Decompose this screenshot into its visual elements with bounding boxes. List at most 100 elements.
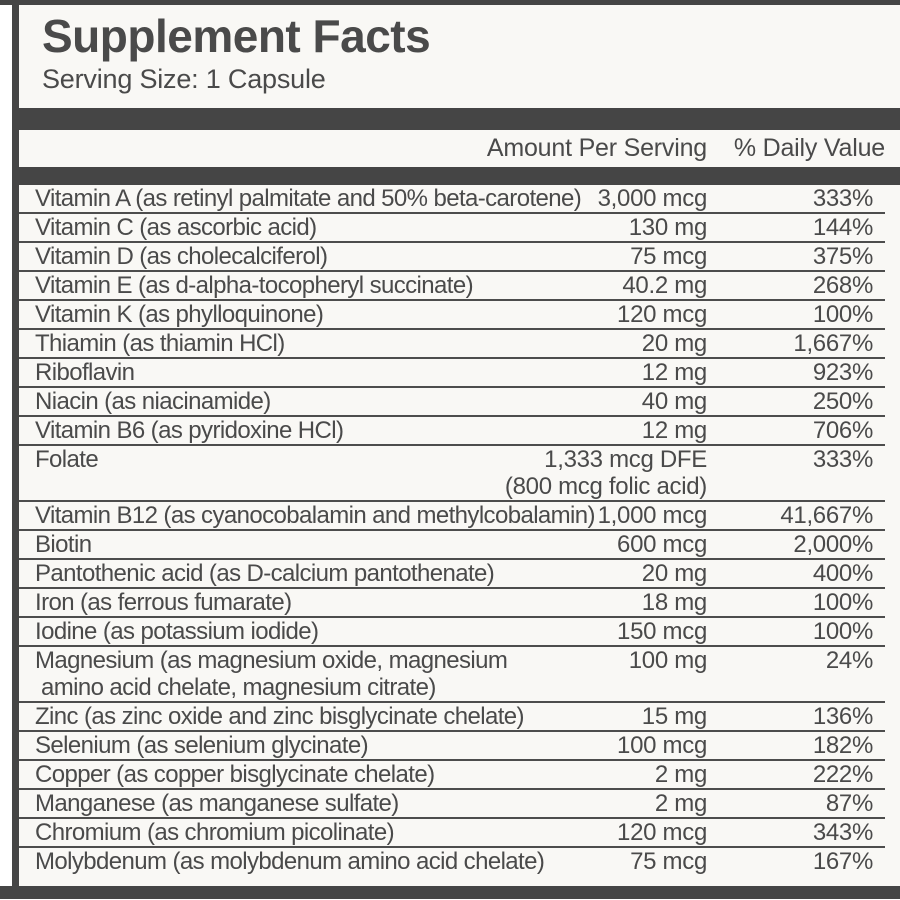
nutrient-amount: 20 mg: [641, 560, 708, 587]
nutrient-name: Vitamin B12 (as cyanocobalamin and methy…: [35, 502, 596, 529]
nutrient-daily-value: 333%: [812, 446, 873, 473]
table-row-line: Vitamin A (as retinyl palmitate and 50% …: [19, 185, 885, 212]
nutrient-name-line2: amino acid chelate, magnesium citrate): [41, 674, 436, 701]
nutrient-amount: 120 mcg: [617, 819, 707, 846]
nutrient-name: Pantothenic acid (as D-calcium pantothen…: [35, 560, 495, 587]
nutrient-daily-value: 222%: [812, 761, 873, 788]
nutrient-daily-value: 400%: [812, 560, 873, 587]
table-row: Iron (as ferrous fumarate) 18 mg 100%: [19, 589, 885, 618]
table-row-line: Pantothenic acid (as D-calcium pantothen…: [19, 560, 885, 587]
table-row: Chromium (as chromium picolinate) 120 mc…: [19, 819, 885, 848]
nutrient-amount: 1,333 mcg DFE: [544, 446, 707, 473]
table-row: Vitamin D (as cholecalciferol) 75 mcg 37…: [19, 243, 885, 272]
table-row: Riboflavin 12 mg 923%: [19, 359, 885, 388]
table-row-line: Zinc (as zinc oxide and zinc bisglycinat…: [19, 703, 885, 730]
medium-divider-band: [12, 167, 900, 185]
table-row: Vitamin A (as retinyl palmitate and 50% …: [19, 185, 885, 214]
table-row-line: Thiamin (as thiamin HCl) 20 mg 1,667%: [19, 330, 885, 357]
nutrient-daily-value: 250%: [812, 388, 873, 415]
table-row-line: Copper (as copper bisglycinate chelate) …: [19, 761, 885, 788]
nutrient-daily-value: 343%: [812, 819, 873, 846]
left-border-bar: [12, 0, 19, 899]
nutrient-amount: 2 mg: [654, 790, 707, 817]
nutrient-amount: 15 mg: [641, 703, 708, 730]
nutrient-amount: 2 mg: [654, 761, 707, 788]
nutrient-daily-value: 136%: [812, 703, 873, 730]
nutrient-name: Vitamin B6 (as pyridoxine HCl): [35, 417, 344, 444]
column-header-amount: Amount Per Serving: [486, 134, 707, 162]
nutrient-table: Vitamin A (as retinyl palmitate and 50% …: [19, 185, 885, 875]
nutrient-daily-value: 706%: [812, 417, 873, 444]
table-row-line: Chromium (as chromium picolinate) 120 mc…: [19, 819, 885, 846]
table-row-line: Vitamin E (as d-alpha-tocopheryl succina…: [19, 272, 885, 299]
nutrient-name: Copper (as copper bisglycinate chelate): [35, 761, 435, 788]
table-row: Selenium (as selenium glycinate) 100 mcg…: [19, 732, 885, 761]
nutrient-daily-value: 41,667%: [780, 502, 873, 529]
table-row: Thiamin (as thiamin HCl) 20 mg 1,667%: [19, 330, 885, 359]
nutrient-amount: 18 mg: [641, 589, 708, 616]
nutrient-amount: 40 mg: [641, 388, 708, 415]
column-header-row: Amount Per Serving % Daily Value: [19, 130, 885, 167]
table-row: Vitamin B6 (as pyridoxine HCl) 12 mg 706…: [19, 417, 885, 446]
table-row: Vitamin C (as ascorbic acid) 130 mg 144%: [19, 214, 885, 243]
nutrient-amount: 40.2 mg: [622, 272, 707, 299]
nutrient-daily-value: 333%: [812, 185, 873, 212]
nutrient-daily-value: 1,667%: [793, 330, 873, 357]
table-row: Vitamin B12 (as cyanocobalamin and methy…: [19, 502, 885, 531]
bottom-border-bar: [0, 886, 900, 899]
nutrient-amount: 600 mcg: [617, 531, 707, 558]
nutrient-name: Vitamin A (as retinyl palmitate and 50% …: [35, 185, 582, 212]
nutrient-daily-value: 144%: [812, 214, 873, 241]
nutrient-daily-value: 923%: [812, 359, 873, 386]
table-row-line: Vitamin C (as ascorbic acid) 130 mg 144%: [19, 214, 885, 241]
nutrient-name: Riboflavin: [35, 359, 135, 386]
table-row-line: Vitamin B12 (as cyanocobalamin and methy…: [19, 502, 885, 529]
table-row-line: Biotin 600 mcg 2,000%: [19, 531, 885, 558]
nutrient-amount-line2: (800 mcg folic acid): [504, 473, 707, 500]
nutrient-amount: 75 mcg: [630, 848, 707, 875]
nutrient-daily-value: 2,000%: [793, 531, 873, 558]
thick-divider-band: [12, 108, 900, 130]
nutrient-name: Biotin: [35, 531, 92, 558]
nutrient-daily-value: 87%: [825, 790, 873, 817]
nutrient-amount: 12 mg: [641, 417, 708, 444]
nutrient-name: Niacin (as niacinamide): [35, 388, 271, 415]
nutrient-name: Molybdenum (as molybdenum amino acid che…: [35, 848, 545, 875]
table-row: Molybdenum (as molybdenum amino acid che…: [19, 848, 885, 875]
nutrient-name: Magnesium (as magnesium oxide, magnesium…: [19, 647, 629, 701]
nutrient-name: Vitamin D (as cholecalciferol): [35, 243, 328, 270]
nutrient-name: Vitamin C (as ascorbic acid): [35, 214, 317, 241]
nutrient-amount: 130 mg: [628, 214, 708, 241]
table-row: Copper (as copper bisglycinate chelate) …: [19, 761, 885, 790]
table-row-line: Molybdenum (as molybdenum amino acid che…: [19, 848, 885, 875]
table-row: Pantothenic acid (as D-calcium pantothen…: [19, 560, 885, 589]
column-header-daily-value: % Daily Value: [733, 134, 885, 162]
table-row-line: Selenium (as selenium glycinate) 100 mcg…: [19, 732, 885, 759]
nutrient-name: Selenium (as selenium glycinate): [35, 732, 369, 759]
table-row-line: Vitamin K (as phylloquinone) 120 mcg 100…: [19, 301, 885, 328]
nutrient-amount: 12 mg: [641, 359, 708, 386]
table-row: Magnesium (as magnesium oxide, magnesium…: [19, 647, 885, 703]
nutrient-amount: 100 mcg: [617, 732, 707, 759]
nutrient-name: Vitamin E (as d-alpha-tocopheryl succina…: [35, 272, 474, 299]
table-row: Vitamin E (as d-alpha-tocopheryl succina…: [19, 272, 885, 301]
table-row-line: Folate 1,333 mcg DFE 333%: [19, 446, 885, 473]
nutrient-daily-value: 100%: [812, 589, 873, 616]
nutrient-amount: 20 mg: [641, 330, 708, 357]
nutrient-daily-value: 182%: [812, 732, 873, 759]
table-row-line: Riboflavin 12 mg 923%: [19, 359, 885, 386]
nutrient-daily-value: 268%: [812, 272, 873, 299]
nutrient-name: Vitamin K (as phylloquinone): [35, 301, 324, 328]
table-row-line: Manganese (as manganese sulfate) 2 mg 87…: [19, 790, 885, 817]
nutrient-name: Iodine (as potassium iodide): [35, 618, 319, 645]
nutrient-amount: 3,000 mcg: [597, 185, 708, 212]
nutrient-daily-value: 167%: [812, 848, 873, 875]
table-row: Niacin (as niacinamide) 40 mg 250%: [19, 388, 885, 417]
nutrient-name: Thiamin (as thiamin HCl): [35, 330, 285, 357]
table-row: Iodine (as potassium iodide) 150 mcg 100…: [19, 618, 885, 647]
serving-size: Serving Size: 1 Capsule: [42, 64, 326, 95]
nutrient-amount: 150 mcg: [617, 618, 707, 645]
table-row-line: Vitamin D (as cholecalciferol) 75 mcg 37…: [19, 243, 885, 270]
nutrient-name: Zinc (as zinc oxide and zinc bisglycinat…: [35, 703, 525, 730]
